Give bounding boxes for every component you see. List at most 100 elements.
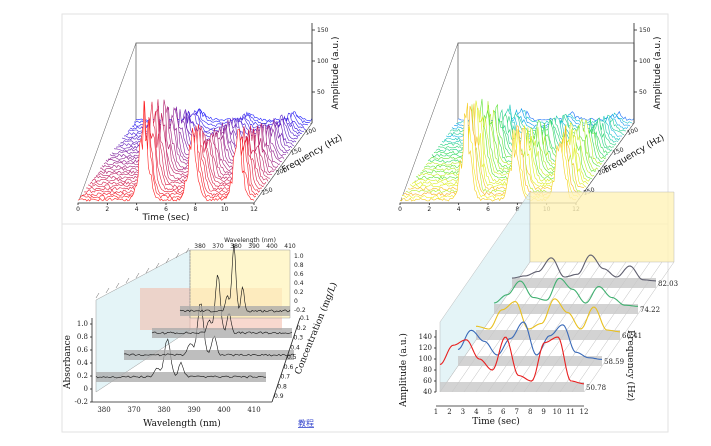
x-tick-label: 2 [105, 206, 109, 213]
perspective-tick [185, 247, 190, 254]
y-tick-label: 0 [84, 385, 88, 393]
series-slab [512, 278, 656, 288]
x-tick-label: 8 [515, 206, 519, 213]
perspective-tick [135, 272, 140, 279]
x-tick-label: 7 [514, 408, 518, 416]
x-tick-label: 410 [247, 406, 260, 414]
right-tick-label: 0.8 [294, 262, 304, 269]
x-tick-label: 6 [164, 206, 168, 213]
depth-axis-right [575, 122, 635, 204]
depth-tick-label: 0.8 [277, 383, 287, 390]
y-tick-label: 100 [419, 355, 432, 363]
waterfall-panel-2: 02468101250100150Amplitude (a.u.)1001502… [398, 23, 666, 213]
perspective-tick [145, 267, 150, 274]
perspective-tick [95, 292, 100, 299]
z-tick-label: 50 [317, 89, 325, 96]
x-axis-label: Time (sec) [472, 416, 520, 427]
top-tick-label: 380 [230, 243, 242, 250]
series-line [493, 277, 638, 307]
series-line [476, 298, 621, 333]
perspective-tick [175, 252, 180, 259]
x-tick-label: 8 [528, 408, 532, 416]
y-tick-label: 0.6 [77, 346, 89, 354]
right-tick-label: 0.6 [294, 271, 304, 278]
depth-tick-label: 250 [261, 186, 274, 197]
depth-tick-label: 0.3 [294, 335, 304, 342]
z-axis-label: Amplitude (a.u.) [331, 37, 341, 110]
series-label: 74.22 [640, 306, 660, 314]
z-tick-label: 100 [639, 58, 651, 65]
spectrum-slab [124, 350, 294, 360]
z-axis-label: Amplitude (a.u.) [653, 37, 663, 110]
depth-axis-label: Frequency (Hz) [625, 330, 636, 401]
trace-fill [78, 100, 254, 203]
x-tick-label: 390 [187, 406, 200, 414]
x-tick-label: 3 [461, 408, 465, 416]
depth-axis-right [253, 122, 313, 204]
x-tick-label: 5 [488, 408, 492, 416]
depth-tick-label: 100 [626, 126, 639, 137]
x-tick-label: 370 [127, 406, 140, 414]
left-frame-edge [77, 42, 137, 204]
x-tick-label: 4 [135, 206, 139, 213]
depth-tick-label: 0.6 [284, 364, 294, 371]
spectrum-slab [152, 328, 292, 338]
x-tick-label: 10 [221, 206, 229, 213]
x-tick-label: 6 [501, 408, 506, 416]
z-tick-label: 150 [317, 27, 329, 34]
right-tick-label: 0.2 [294, 289, 304, 296]
top-tick-label: 380 [194, 243, 206, 250]
z-tick-label: 150 [639, 27, 651, 34]
series-line [457, 321, 603, 360]
x-tick-label: 6 [486, 206, 490, 213]
y-tick-label: 1.0 [77, 320, 88, 328]
tutorial-link[interactable]: 教程 [298, 418, 314, 428]
x-axis-label: Time (sec) [141, 213, 189, 223]
depth-tick-label: 0.4 [290, 344, 300, 351]
trace-line [77, 100, 255, 202]
perspective-tick [115, 282, 120, 289]
left-frame-edge [399, 42, 459, 204]
spectrum-line [123, 303, 295, 357]
spectrum-line [151, 274, 293, 335]
x-tick-label: 380 [157, 406, 170, 414]
series-slab [476, 330, 620, 340]
right-tick-label: 0.4 [294, 280, 304, 287]
y-axis-label: Amplitude (a.u.) [398, 333, 409, 408]
top-axis-label: Wavelength (nm) [224, 237, 276, 244]
right-tick-label: -0.2 [294, 307, 306, 314]
series-slab [458, 356, 602, 366]
depth-tick-label: 0.1 [300, 315, 310, 322]
depth-tick-label: 0.9 [274, 393, 284, 400]
spectrum-line [179, 243, 291, 313]
x-tick-label: 12 [250, 206, 258, 213]
depth-tick-label: 0.5 [287, 354, 297, 361]
right-tick-label: 0 [294, 298, 298, 305]
x-tick-label: 0 [398, 206, 402, 213]
series-line [511, 254, 657, 282]
z-tick-label: 100 [317, 58, 329, 65]
y-tick-label: 0.4 [77, 359, 89, 367]
x-tick-label: 4 [474, 408, 479, 416]
series-slab [494, 304, 638, 314]
x-tick-label: 1 [434, 408, 438, 416]
top-tick-label: 400 [266, 243, 278, 250]
x-tick-label: 2 [447, 408, 451, 416]
depth-tick-label: 150 [612, 146, 625, 157]
series-label: 58.59 [604, 358, 624, 366]
floor-grid-line [583, 261, 675, 393]
x-axis-label: Wavelength (nm) [143, 418, 221, 429]
x-tick-label: 2 [427, 206, 431, 213]
series-label: 66.41 [622, 332, 642, 340]
spectrum-slab [180, 306, 290, 316]
z-tick-label: 50 [639, 89, 647, 96]
x-tick-label: 12 [580, 408, 589, 416]
y-tick-label: 60 [423, 377, 432, 385]
spectrum-slab [96, 372, 266, 382]
x-tick-label: 10 [553, 408, 562, 416]
y-tick-label: 40 [423, 388, 432, 396]
y-tick-label: 120 [419, 344, 432, 352]
back-wall [529, 191, 675, 263]
